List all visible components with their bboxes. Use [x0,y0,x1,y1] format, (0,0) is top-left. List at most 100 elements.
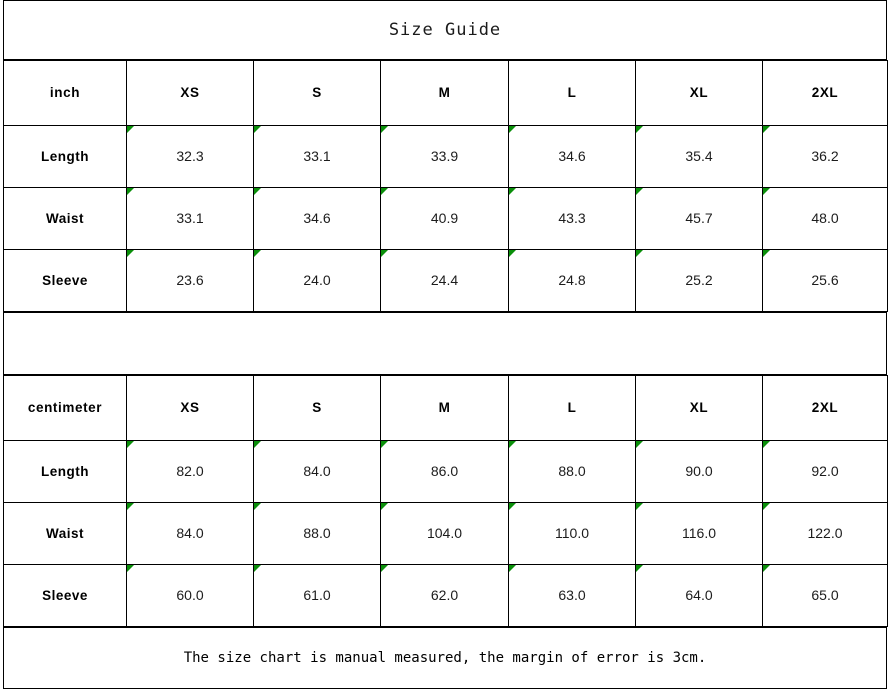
inch-unit-label: inch [49,85,81,100]
column-label: 2XL [811,400,839,415]
green-corner-icon [381,126,388,133]
green-corner-icon [763,503,770,510]
cm-cell-length-s: 84.0 [253,440,381,503]
cm-col-header-s: S [253,375,381,441]
green-corner-icon [381,250,388,257]
cm-cell-sleeve-l: 63.0 [508,564,636,627]
cell-value: 32.3 [176,147,204,164]
inch-cell-length-s: 33.1 [253,125,381,188]
column-label: XL [689,400,709,415]
cell-value: 86.0 [430,462,459,479]
spacer-cell [3,312,887,375]
inch-col-header-m: M [380,60,509,126]
inch-cell-waist-l: 43.3 [508,187,636,250]
spacer-row [3,312,887,375]
cm-cell-waist-2xl: 122.0 [762,502,888,565]
green-corner-icon [254,565,261,572]
cell-value: 64.0 [685,586,713,603]
centimeter-header-row: centimeter XS S M L XL 2XL [3,375,888,441]
green-corner-icon [763,441,770,448]
cm-row-label-sleeve: Sleeve [3,564,127,627]
green-corner-icon [636,250,643,257]
cell-value: 25.6 [811,271,839,288]
cm-cell-length-l: 88.0 [508,440,636,503]
spacer-table [3,312,887,375]
cell-value: 65.0 [811,586,839,603]
cell-value: 34.6 [558,147,586,164]
cm-cell-sleeve-2xl: 65.0 [762,564,888,627]
inch-cell-length-2xl: 36.2 [762,125,888,188]
cm-col-header-2xl: 2XL [762,375,888,441]
table-row: Waist 33.1 34.6 40.9 43.3 45.7 [3,187,888,250]
green-corner-icon [509,126,516,133]
cm-row-label-waist: Waist [3,502,127,565]
title-table: Size Guide [3,0,887,60]
cm-cell-waist-xs: 84.0 [126,502,254,565]
cell-value: 36.2 [811,147,839,164]
green-corner-icon [763,250,770,257]
green-corner-icon [636,503,643,510]
cell-value: 122.0 [807,524,843,541]
column-label: 2XL [811,85,839,100]
column-label: L [567,400,577,415]
column-label: M [438,400,451,415]
cell-value: 110.0 [555,524,589,541]
green-corner-icon [127,126,134,133]
inch-cell-waist-xs: 33.1 [126,187,254,250]
inch-col-header-s: S [253,60,381,126]
row-label: Length [41,463,89,479]
cm-cell-length-m: 86.0 [380,440,509,503]
green-corner-icon [254,126,261,133]
cell-value: 90.0 [685,462,713,479]
green-corner-icon [127,250,134,257]
inch-cell-waist-2xl: 48.0 [762,187,888,250]
green-corner-icon [381,441,388,448]
column-label: M [438,85,451,100]
cell-value: 24.0 [303,271,331,288]
row-label: Waist [45,525,84,541]
cm-col-header-l: L [508,375,636,441]
inch-row-label-sleeve: Sleeve [3,249,127,312]
centimeter-size-table: centimeter XS S M L XL 2XL Length [3,375,888,627]
cm-row-label-length: Length [3,440,127,503]
table-row: Waist 84.0 88.0 104.0 110.0 116.0 [3,502,888,565]
inch-col-header-xs: XS [126,60,254,126]
cell-value: 104.0 [426,524,463,541]
inch-col-header-xl: XL [635,60,763,126]
cm-cell-length-xl: 90.0 [635,440,763,503]
inch-unit-header: inch [3,60,127,126]
green-corner-icon [127,441,134,448]
cell-value: 48.0 [811,209,839,226]
table-row: Length 32.3 33.1 33.9 34.6 35.4 [3,125,888,188]
cell-value: 84.0 [303,462,331,479]
cm-cell-waist-xl: 116.0 [635,502,763,565]
table-row: Sleeve 23.6 24.0 24.4 24.8 25.2 [3,249,888,312]
column-label: XS [180,400,200,415]
cell-value: 84.0 [176,524,204,541]
green-corner-icon [254,441,261,448]
cell-value: 33.1 [303,147,331,164]
cell-value: 33.1 [176,209,204,226]
inch-header-row: inch XS S M L XL 2XL [3,60,888,126]
inch-cell-length-l: 34.6 [508,125,636,188]
column-label: S [312,400,322,415]
inch-cell-waist-s: 34.6 [253,187,381,250]
green-corner-icon [127,503,134,510]
column-label: S [312,85,322,100]
cell-value: 63.0 [558,586,586,603]
green-corner-icon [763,188,770,195]
cm-cell-sleeve-s: 61.0 [253,564,381,627]
cell-value: 35.4 [685,147,713,164]
inch-col-header-l: L [508,60,636,126]
cm-cell-waist-m: 104.0 [380,502,509,565]
green-corner-icon [509,250,516,257]
cm-col-header-xl: XL [635,375,763,441]
green-corner-icon [636,565,643,572]
centimeter-unit-label: centimeter [27,400,103,415]
inch-cell-sleeve-m: 24.4 [380,249,509,312]
cm-cell-length-xs: 82.0 [126,440,254,503]
cell-value: 62.0 [430,586,459,603]
footer-note-row: The size chart is manual measured, the m… [3,627,887,689]
green-corner-icon [636,441,643,448]
green-corner-icon [254,188,261,195]
